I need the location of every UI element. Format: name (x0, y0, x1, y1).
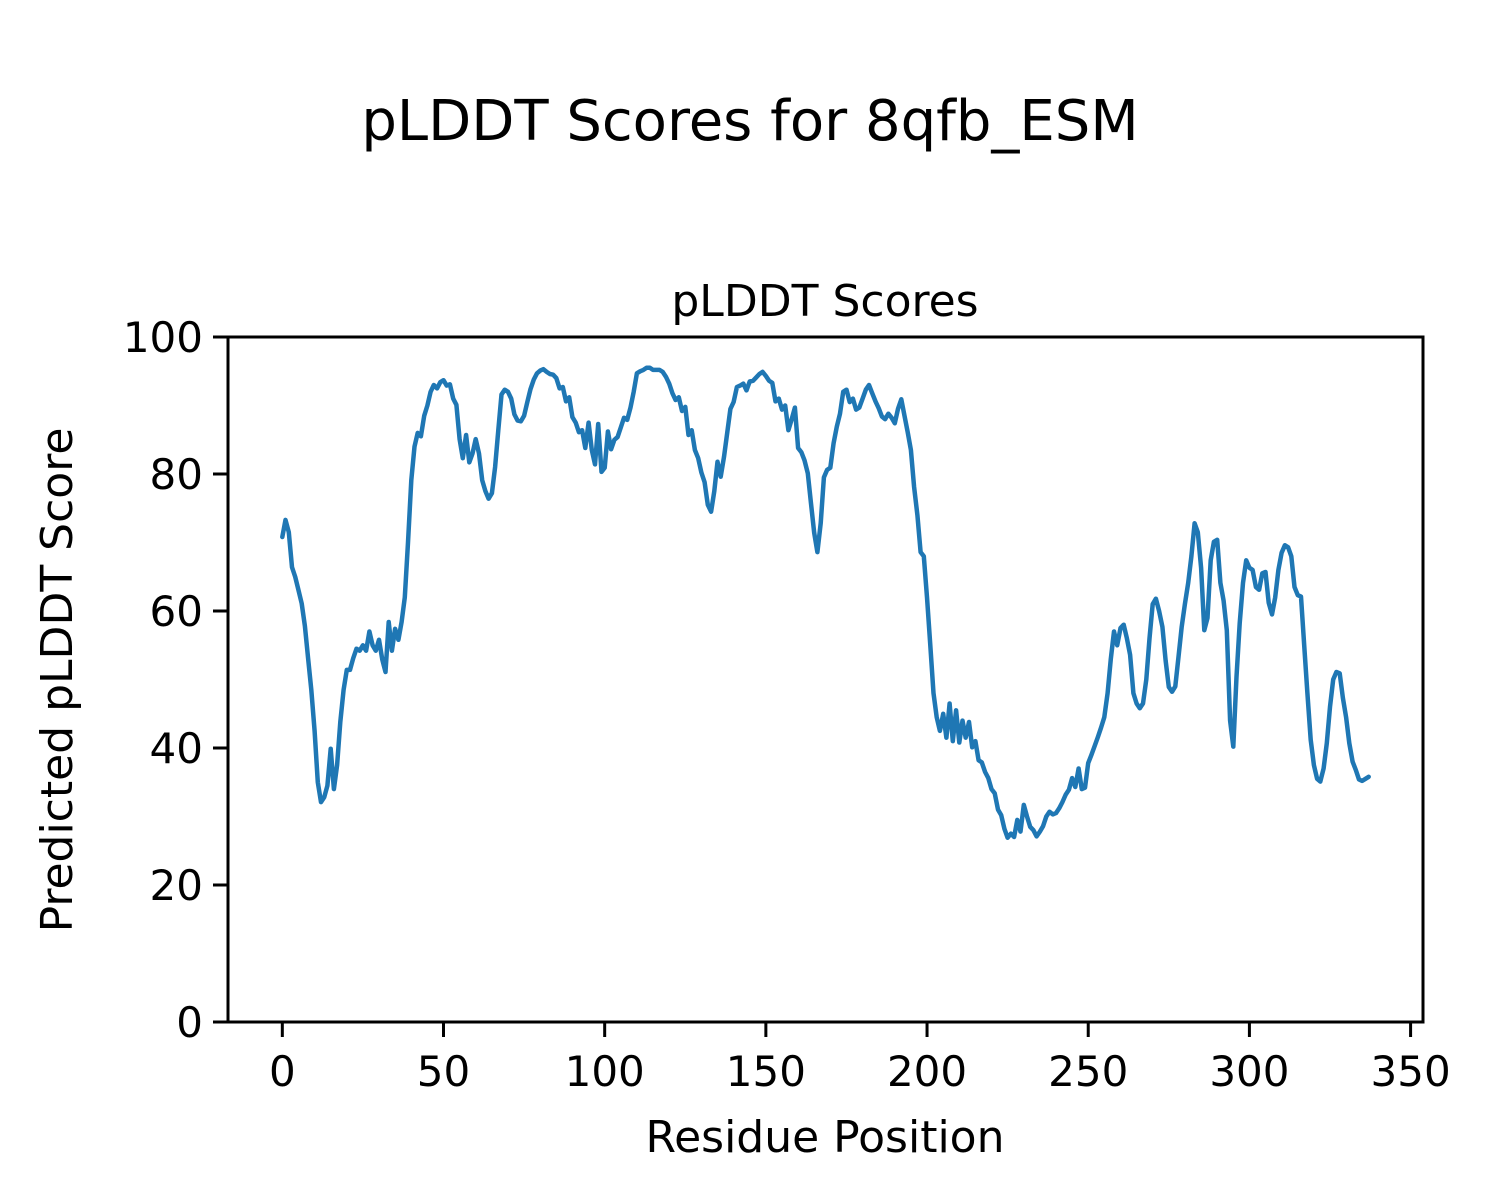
x-tick-label: 150 (726, 1047, 806, 1096)
y-tick-label: 40 (150, 724, 203, 773)
x-tick-label: 50 (417, 1047, 470, 1096)
x-tick-label: 100 (565, 1047, 645, 1096)
y-tick-label: 0 (176, 998, 203, 1047)
x-tick-label: 300 (1209, 1047, 1289, 1096)
y-tick-label: 20 (150, 861, 203, 910)
y-tick-label: 100 (123, 313, 203, 362)
y-tick-label: 60 (150, 587, 203, 636)
plddt-line-series (280, 365, 1371, 840)
y-tick-label: 80 (150, 450, 203, 499)
axes-title: pLDDT Scores (671, 276, 978, 327)
x-axis-label: Residue Position (645, 1112, 1004, 1163)
figure-suptitle: pLDDT Scores for 8qfb_ESM (361, 89, 1138, 154)
y-axis-ticks: 0 20 40 60 80 100 (123, 313, 228, 1047)
plot-area-box (226, 335, 1425, 1024)
x-tick-label: 200 (887, 1047, 967, 1096)
x-axis-ticks: 0 50 100 150 200 250 300 350 (269, 1022, 1451, 1096)
y-axis-label: Predicted pLDDT Score (32, 428, 83, 933)
x-tick-label: 250 (1048, 1047, 1128, 1096)
x-tick-label: 0 (269, 1047, 296, 1096)
x-tick-label: 350 (1371, 1047, 1451, 1096)
